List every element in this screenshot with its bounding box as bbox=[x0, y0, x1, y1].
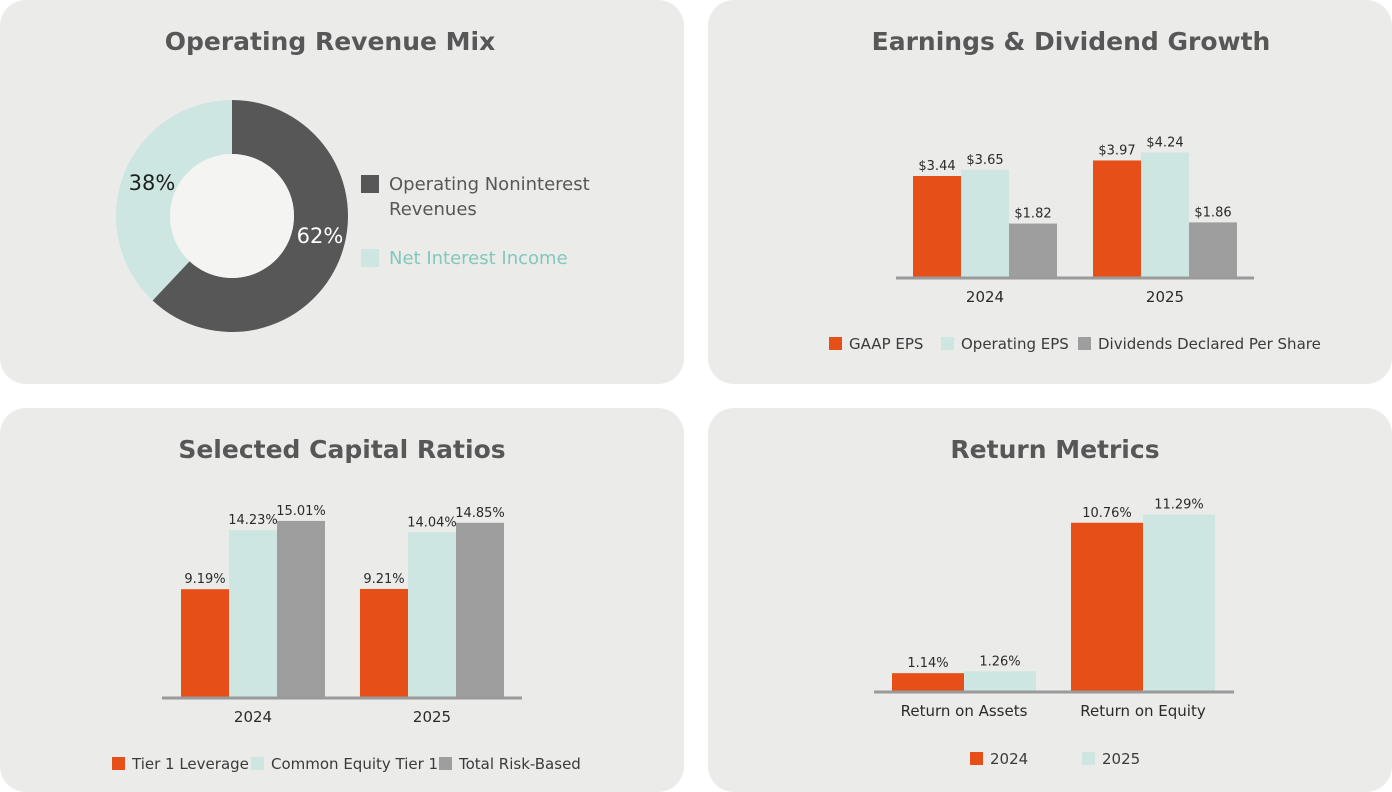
capital-ratios-chart: Selected Capital Ratios 9.19% 14.23%15.01%… bbox=[112, 435, 581, 773]
bar-common-equity-tier-1-2025 bbox=[408, 532, 456, 697]
chart-title: Operating Revenue Mix bbox=[165, 27, 496, 56]
legend-label-line2: Revenues bbox=[389, 199, 477, 220]
legend-label-2025: 2025 bbox=[1102, 750, 1140, 768]
data-label-tier-1-leverage-2024: 9.19% bbox=[184, 572, 225, 587]
legend-swatch-total-risk-based bbox=[439, 757, 452, 770]
data-label-dividends-declared-per-share-2025: $1.86 bbox=[1194, 205, 1231, 220]
data-label-total-risk-based-2024: 15.01% bbox=[276, 504, 326, 519]
legend-swatch-common-equity-tier-1 bbox=[251, 757, 264, 770]
bar-operating-eps-2024 bbox=[961, 169, 1009, 277]
bar-2025-return-on-assets bbox=[964, 671, 1036, 691]
bar-dividends-declared-per-share-2024 bbox=[1009, 223, 1057, 277]
bar-common-equity-tier-1-2024 bbox=[229, 530, 277, 697]
chart-title: Earnings & Dividend Growth bbox=[872, 27, 1271, 56]
slice-label-net-interest-income: 38% bbox=[129, 171, 176, 195]
data-label-operating-eps-2025: $4.24 bbox=[1146, 136, 1183, 151]
legend-swatch-2024 bbox=[970, 752, 983, 765]
data-label-2024-return-on-equity: 10.76% bbox=[1082, 506, 1132, 521]
bar-gaap-eps-2025 bbox=[1093, 160, 1141, 277]
x-tick-2024: 2024 bbox=[234, 708, 272, 726]
data-label-operating-eps-2024: $3.65 bbox=[966, 153, 1003, 168]
legend-swatch-gaap-eps bbox=[829, 337, 842, 350]
bar-tier-1-leverage-2025 bbox=[360, 588, 408, 697]
legend-swatch-operating-noninterest-revenues bbox=[361, 175, 379, 193]
x-tick-2025: 2025 bbox=[1146, 288, 1184, 306]
bar-total-risk-based-2024 bbox=[277, 520, 325, 697]
legend-label-total-risk-based: Total Risk-Based bbox=[458, 755, 581, 773]
data-label-2024-return-on-assets: 1.14% bbox=[907, 656, 948, 671]
legend-swatch-2025 bbox=[1082, 752, 1095, 765]
data-label-dividends-declared-per-share-2024: $1.82 bbox=[1014, 207, 1051, 222]
x-tick-2024: 2024 bbox=[966, 288, 1004, 306]
x-tick-return-on-equity: Return on Equity bbox=[1080, 702, 1206, 720]
data-label-2025-return-on-assets: 1.26% bbox=[979, 654, 1020, 669]
data-label-gaap-eps-2024: $3.44 bbox=[918, 159, 955, 174]
donut-slice-net-interest-income bbox=[116, 99, 232, 301]
data-label-common-equity-tier-1-2024: 14.23% bbox=[228, 513, 278, 528]
legend-swatch-dividends-declared-per-share bbox=[1078, 337, 1091, 350]
chart-title: Return Metrics bbox=[950, 435, 1159, 464]
data-label-total-risk-based-2025: 14.85% bbox=[455, 506, 505, 521]
legend-label-tier-1-leverage: Tier 1 Leverage bbox=[131, 755, 249, 773]
data-label-2025-return-on-equity: 11.29% bbox=[1154, 497, 1204, 512]
return-metrics-chart: Return Metrics 1.14% 1.26% Return on Assets… bbox=[874, 435, 1234, 768]
earnings-dividend-chart: Earnings & Dividend Growth $3.44 $3.65 $1.8… bbox=[829, 27, 1321, 353]
legend-label-gaap-eps: GAAP EPS bbox=[849, 335, 923, 353]
donut-slice-operating-noninterest-revenues bbox=[152, 100, 348, 332]
legend-label-dividends-declared-per-share: Dividends Declared Per Share bbox=[1098, 335, 1321, 353]
return-metrics-panel: Return Metrics 1.14% 1.26% Return on Assets… bbox=[708, 408, 1392, 792]
data-label-gaap-eps-2025: $3.97 bbox=[1098, 143, 1135, 158]
bar-2025-return-on-equity bbox=[1143, 514, 1215, 691]
legend-swatch-net-interest-income bbox=[361, 249, 379, 267]
revenue-mix-chart: Operating Revenue Mix 62% 38% Operating Non… bbox=[116, 27, 590, 332]
bar-dividends-declared-per-share-2025 bbox=[1189, 222, 1237, 277]
legend-swatch-operating-eps bbox=[941, 337, 954, 350]
bar-gaap-eps-2024 bbox=[913, 176, 961, 277]
data-label-common-equity-tier-1-2025: 14.04% bbox=[407, 515, 457, 530]
legend-label-common-equity-tier-1: Common Equity Tier 1 bbox=[271, 755, 438, 773]
chart-title: Selected Capital Ratios bbox=[178, 435, 505, 464]
earnings-dividend-panel: Earnings & Dividend Growth $3.44 $3.65 $1.8… bbox=[708, 0, 1392, 384]
x-tick-2025: 2025 bbox=[413, 708, 451, 726]
bar-2024-return-on-assets bbox=[892, 673, 964, 691]
legend-label-2024: 2024 bbox=[990, 750, 1028, 768]
capital-ratios-panel: Selected Capital Ratios 9.19% 14.23% 15.01%… bbox=[0, 408, 684, 792]
bar-2024-return-on-equity bbox=[1071, 522, 1143, 691]
x-tick-return-on-assets: Return on Assets bbox=[901, 702, 1028, 720]
revenue-mix-panel: Operating Revenue Mix 62% 38% Operating Non… bbox=[0, 0, 684, 384]
data-label-tier-1-leverage-2025: 9.21% bbox=[363, 572, 404, 587]
donut-hole bbox=[170, 154, 294, 278]
legend-label-line1: Operating Noninterest bbox=[389, 174, 590, 195]
slice-label-operating-noninterest-revenues: 62% bbox=[297, 224, 344, 248]
legend-swatch-tier-1-leverage bbox=[112, 757, 125, 770]
bar-operating-eps-2025 bbox=[1141, 152, 1189, 277]
bar-total-risk-based-2025 bbox=[456, 522, 504, 697]
bar-tier-1-leverage-2024 bbox=[181, 589, 229, 697]
legend-label-net-interest-income: Net Interest Income bbox=[389, 248, 568, 269]
legend-label-operating-eps: Operating EPS bbox=[961, 335, 1069, 353]
